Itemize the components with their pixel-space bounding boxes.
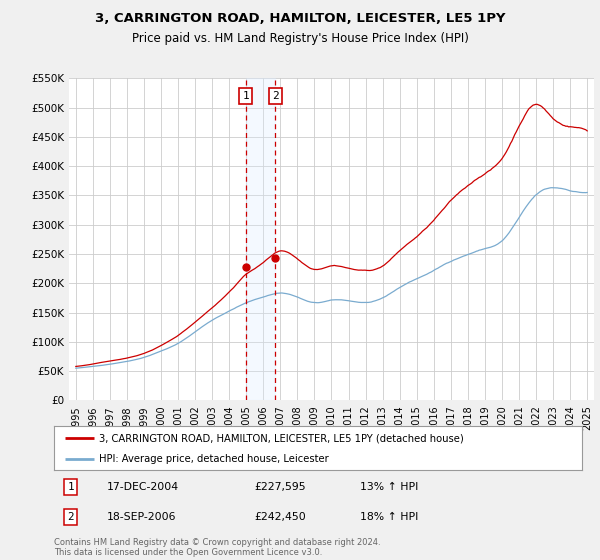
- Text: 1: 1: [67, 482, 74, 492]
- Bar: [245, 78, 275, 400]
- Text: 2: 2: [67, 512, 74, 522]
- Text: 17-DEC-2004: 17-DEC-2004: [107, 482, 179, 492]
- Text: Contains HM Land Registry data © Crown copyright and database right 2024.
This d: Contains HM Land Registry data © Crown c…: [54, 538, 380, 557]
- Text: 13% ↑ HPI: 13% ↑ HPI: [360, 482, 419, 492]
- Text: 3, CARRINGTON ROAD, HAMILTON, LEICESTER, LE5 1PY (detached house): 3, CARRINGTON ROAD, HAMILTON, LEICESTER,…: [99, 433, 464, 443]
- Text: 18-SEP-2006: 18-SEP-2006: [107, 512, 176, 522]
- Text: 2: 2: [272, 91, 279, 101]
- Text: £227,595: £227,595: [254, 482, 306, 492]
- Text: Price paid vs. HM Land Registry's House Price Index (HPI): Price paid vs. HM Land Registry's House …: [131, 32, 469, 45]
- Text: 3, CARRINGTON ROAD, HAMILTON, LEICESTER, LE5 1PY: 3, CARRINGTON ROAD, HAMILTON, LEICESTER,…: [95, 12, 505, 25]
- Text: HPI: Average price, detached house, Leicester: HPI: Average price, detached house, Leic…: [99, 454, 329, 464]
- Text: £242,450: £242,450: [254, 512, 307, 522]
- Text: 1: 1: [242, 91, 249, 101]
- Text: 18% ↑ HPI: 18% ↑ HPI: [360, 512, 419, 522]
